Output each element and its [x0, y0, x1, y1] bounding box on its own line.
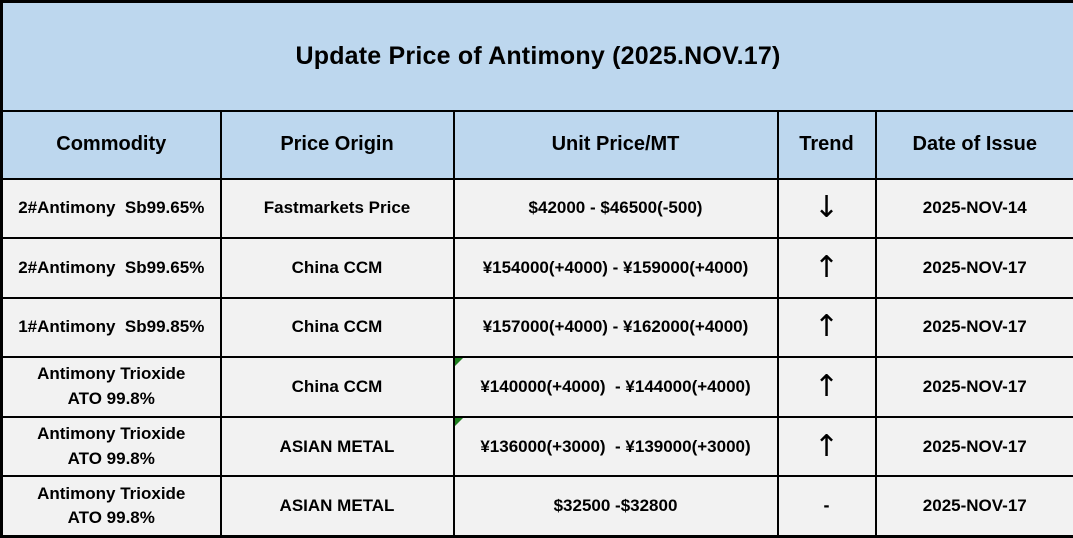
- unit-price-cell: ¥154000(+4000) - ¥159000(+4000): [452, 237, 779, 299]
- price-origin-cell: China CCM: [219, 356, 455, 418]
- unit-price-value: ¥140000(+4000) - ¥144000(+4000): [480, 377, 751, 397]
- date-of-issue-cell: 2025-NOV-14: [874, 177, 1073, 240]
- col-header-price-origin: Price Origin: [219, 109, 455, 180]
- table-row: 2#Antimony Sb99.65% Fastmarkets Price $4…: [0, 177, 1073, 240]
- trend-up-icon: ↑: [813, 369, 840, 405]
- trend-cell: ↑: [776, 356, 877, 418]
- col-header-trend: Trend: [776, 109, 877, 180]
- price-origin-cell: ASIAN METAL: [219, 415, 455, 478]
- table-row: Antimony Trioxide ATO 99.8% ASIAN METAL …: [0, 415, 1073, 478]
- trend-up-icon: ↑: [813, 249, 840, 285]
- col-header-commodity: Commodity: [0, 109, 222, 180]
- price-origin-cell: ASIAN METAL: [219, 475, 455, 538]
- cell-comment-flag-icon: [455, 359, 463, 367]
- trend-flat-icon: -: [823, 495, 830, 516]
- table-row: Antimony Trioxide ATO 99.8% ASIAN METAL …: [0, 475, 1073, 538]
- col-header-date-of-issue: Date of Issue: [874, 109, 1073, 180]
- trend-cell: ↑: [776, 415, 877, 478]
- unit-price-value: $32500 -$32800: [553, 496, 678, 516]
- table-row: 2#Antimony Sb99.65% China CCM ¥154000(+4…: [0, 237, 1073, 299]
- unit-price-cell: ¥157000(+4000) - ¥162000(+4000): [452, 296, 779, 359]
- date-of-issue-cell: 2025-NOV-17: [874, 356, 1073, 418]
- trend-cell: ↑: [776, 296, 877, 359]
- unit-price-cell: ¥136000(+3000) - ¥139000(+3000): [452, 415, 779, 478]
- unit-price-cell: ¥140000(+4000) - ¥144000(+4000): [452, 356, 779, 418]
- commodity-cell: Antimony Trioxide ATO 99.8%: [0, 356, 222, 418]
- commodity-cell: 2#Antimony Sb99.65%: [0, 237, 222, 299]
- table-row: 1#Antimony Sb99.85% China CCM ¥157000(+4…: [0, 296, 1073, 359]
- unit-price-value: $42000 - $46500(-500): [528, 198, 703, 218]
- cell-comment-flag-icon: [455, 418, 463, 426]
- unit-price-value: ¥157000(+4000) - ¥162000(+4000): [482, 317, 749, 337]
- unit-price-cell: $42000 - $46500(-500): [452, 177, 779, 240]
- unit-price-value: ¥136000(+3000) - ¥139000(+3000): [480, 436, 751, 456]
- unit-price-value: ¥154000(+4000) - ¥159000(+4000): [482, 257, 749, 277]
- commodity-cell: Antimony Trioxide ATO 99.8%: [0, 415, 222, 478]
- price-origin-cell: Fastmarkets Price: [219, 177, 455, 240]
- date-of-issue-cell: 2025-NOV-17: [874, 475, 1073, 538]
- date-of-issue-cell: 2025-NOV-17: [874, 296, 1073, 359]
- page-title: Update Price of Antimony (2025.NOV.17): [0, 0, 1073, 112]
- trend-up-icon: ↑: [813, 309, 840, 345]
- header-row: Commodity Price Origin Unit Price/MT Tre…: [0, 109, 1073, 180]
- trend-cell: -: [776, 475, 877, 538]
- commodity-cell: 2#Antimony Sb99.65%: [0, 177, 222, 240]
- trend-cell: ↑: [776, 237, 877, 299]
- col-header-unit-price: Unit Price/MT: [452, 109, 779, 180]
- price-origin-cell: China CCM: [219, 296, 455, 359]
- date-of-issue-cell: 2025-NOV-17: [874, 415, 1073, 478]
- unit-price-cell: $32500 -$32800: [452, 475, 779, 538]
- trend-down-icon: ↓: [813, 190, 840, 226]
- trend-cell: ↓: [776, 177, 877, 240]
- title-row: Update Price of Antimony (2025.NOV.17): [0, 0, 1073, 112]
- trend-up-icon: ↑: [813, 428, 840, 464]
- commodity-cell: Antimony Trioxide ATO 99.8%: [0, 475, 222, 538]
- commodity-cell: 1#Antimony Sb99.85%: [0, 296, 222, 359]
- price-origin-cell: China CCM: [219, 237, 455, 299]
- date-of-issue-cell: 2025-NOV-17: [874, 237, 1073, 299]
- table-row: Antimony Trioxide ATO 99.8% China CCM ¥1…: [0, 356, 1073, 418]
